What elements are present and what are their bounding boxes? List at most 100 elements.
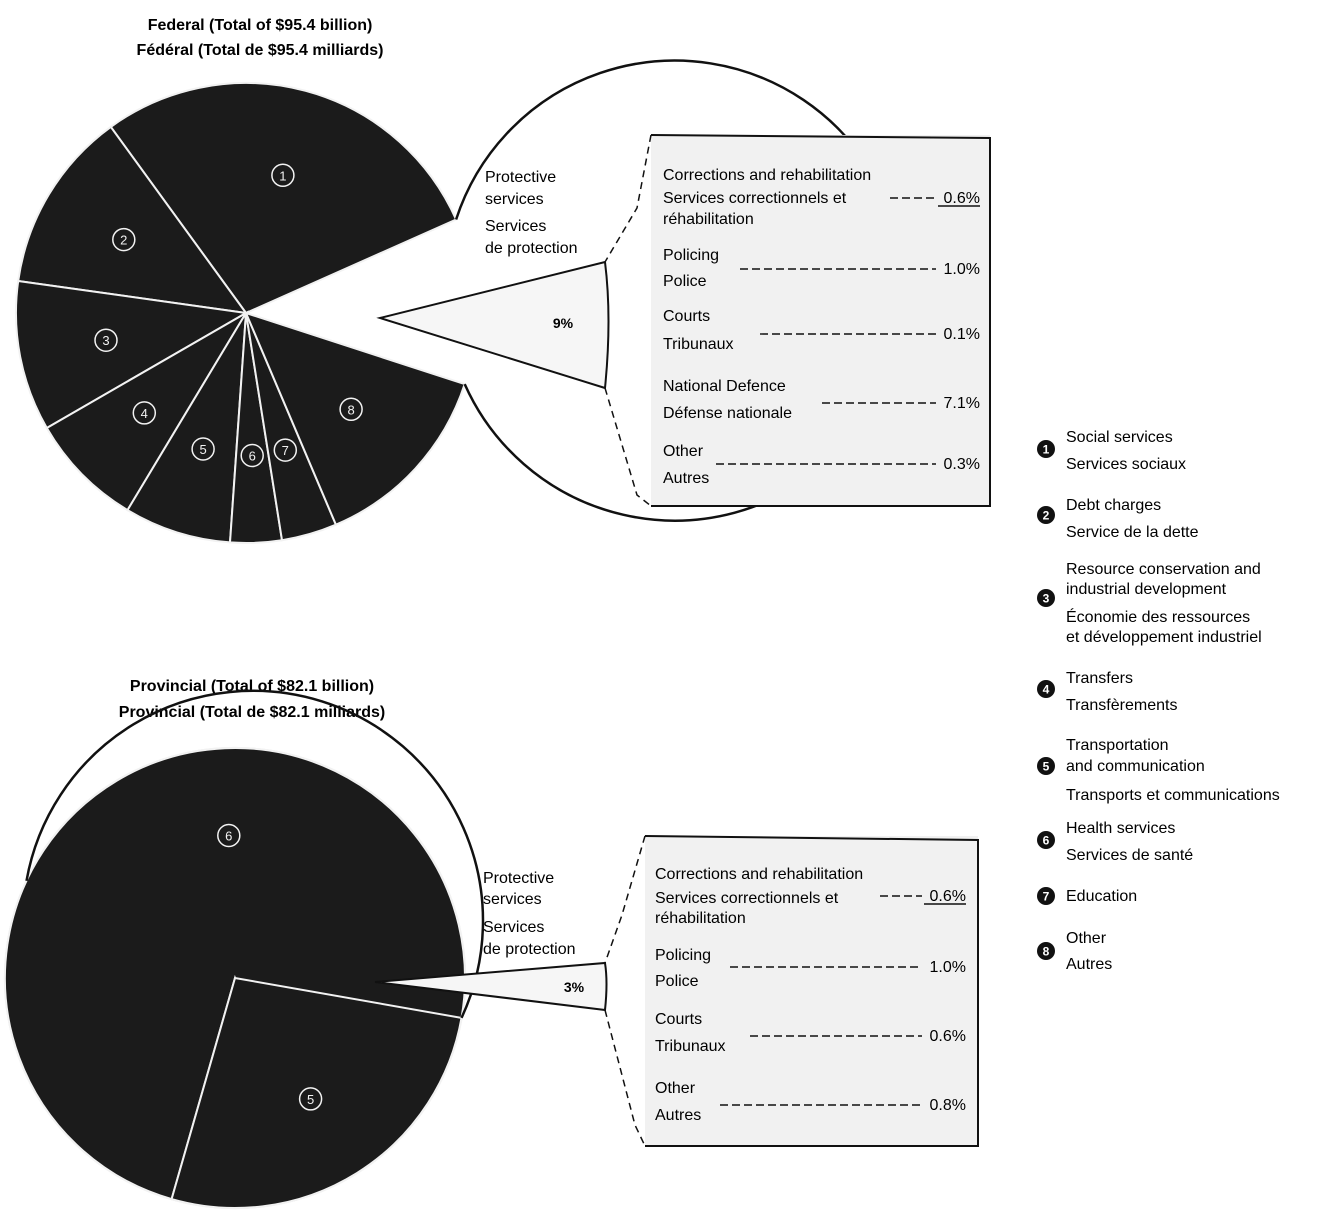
slice-number-label: 6: [249, 449, 256, 464]
breakdown-box-border: [650, 134, 991, 507]
exploded-slice-label: Protective: [485, 169, 556, 186]
breakdown-leader-top: [604, 134, 652, 263]
breakdown-item-label: Corrections and rehabilitation: [663, 167, 871, 184]
legend-item-8-line: Autres: [1066, 956, 1112, 973]
breakdown-item-value: 0.6%: [930, 888, 966, 905]
breakdown-item-label: Policing: [663, 247, 719, 264]
slice-number-label: 5: [307, 1092, 314, 1107]
breakdown-box-bg: [651, 135, 990, 506]
breakdown-leader-bottom: [604, 387, 652, 507]
breakdown-item-label-fr: réhabilitation: [663, 211, 754, 228]
breakdown-item-label: Corrections and rehabilitation: [655, 866, 863, 883]
breakdown-box-border: [644, 835, 979, 1147]
legend-marker-5: [1037, 757, 1055, 775]
federal-chart-subtitle: Fédéral (Total de $95.4 milliards): [137, 42, 384, 59]
breakdown-item-value: 0.6%: [930, 1028, 966, 1045]
slice-number-label: 7: [282, 443, 289, 458]
breakdown-item-label: Courts: [663, 308, 710, 325]
slice-number-marker: [217, 823, 241, 848]
breakdown-item-label: Courts: [655, 1011, 702, 1028]
legend-marker-number: 4: [1043, 683, 1050, 697]
slice-number-marker: [240, 443, 264, 468]
breakdown-item-value: 1.0%: [944, 261, 980, 278]
breakdown-item-label: National Defence: [663, 378, 786, 395]
exploded-slice-value: 9%: [553, 315, 574, 331]
exploded-slice-label: Services: [483, 919, 544, 936]
legend-item-3-line: industrial development: [1066, 581, 1227, 598]
slice-number-label: 3: [102, 333, 109, 348]
breakdown-item-value: 7.1%: [944, 395, 980, 412]
legend-marker-number: 1: [1043, 443, 1050, 457]
breakdown-item-label: Other: [663, 443, 704, 460]
breakdown-leader-top: [604, 835, 646, 964]
legend-item-8-line: Other: [1066, 930, 1107, 947]
slice-number-label: 2: [120, 233, 127, 248]
slice-number-label: 6: [225, 829, 232, 844]
legend-marker-number: 2: [1043, 509, 1050, 523]
exploded-slice-label: services: [485, 191, 544, 208]
provincial-chart-subtitle: Provincial (Total de $82.1 milliards): [119, 704, 385, 721]
breakdown-item-label-fr: Autres: [655, 1107, 701, 1124]
breakdown-item-label-fr: Autres: [663, 470, 709, 487]
pie-slice-federal-1: [109, 82, 458, 315]
legend-marker-number: 3: [1043, 592, 1050, 606]
breakdown-item-label-fr: Services correctionnels et: [663, 190, 847, 207]
exploded-slice-label: Services: [485, 218, 546, 235]
breakdown-box-bg: [645, 836, 978, 1146]
legend-marker-8: [1037, 942, 1055, 960]
legend-item-1-line: Social services: [1066, 429, 1173, 446]
legend-marker-7: [1037, 887, 1055, 905]
pie-slice-federal-2: [17, 125, 249, 315]
legend-item-5-line: Transports et communications: [1066, 787, 1280, 804]
slice-number-marker: [94, 328, 118, 352]
legend-marker-4: [1037, 680, 1055, 698]
breakdown-item-label-fr: Services correctionnels et: [655, 890, 839, 907]
breakdown-item-label-fr: Tribunaux: [655, 1038, 726, 1055]
legend-marker-number: 8: [1043, 945, 1050, 959]
breakdown-item-value: 0.6%: [944, 190, 980, 207]
legend-item-6-line: Health services: [1066, 820, 1175, 837]
exploded-slice-protective-services: [376, 260, 610, 390]
legend-item-2-line: Service de la dette: [1066, 524, 1199, 541]
legend-marker-number: 7: [1043, 890, 1050, 904]
breakdown-item-label: Other: [655, 1080, 696, 1097]
slice-number-label: 5: [199, 442, 206, 457]
slice-number-marker: [273, 438, 298, 462]
exploded-slice-label: de protection: [485, 240, 578, 257]
breakdown-item-label-fr: Police: [663, 273, 707, 290]
legend-item-7-line: Education: [1066, 888, 1137, 905]
breakdown-item-value: 0.8%: [930, 1097, 966, 1114]
breakdown-item-label-fr: réhabilitation: [655, 910, 746, 927]
slice-number-label: 1: [279, 168, 286, 183]
legend-marker-3: [1037, 589, 1055, 607]
legend-item-1-line: Services sociaux: [1066, 456, 1186, 473]
legend-item-3-line: Économie des ressources: [1066, 607, 1250, 626]
exploded-slice-label: de protection: [483, 941, 576, 958]
slice-number-marker: [191, 437, 215, 461]
legend-item-4-line: Transfèrements: [1066, 697, 1177, 714]
legend-marker-6: [1037, 831, 1055, 849]
exploded-slice-label: Protective: [483, 870, 554, 887]
slice-number-marker: [298, 1087, 323, 1111]
slice-number-label: 8: [347, 402, 354, 417]
breakdown-item-value: 0.1%: [944, 326, 980, 343]
slice-number-marker: [271, 163, 295, 188]
legend-item-6-line: Services de santé: [1066, 847, 1193, 864]
legend-item-2-line: Debt charges: [1066, 497, 1161, 514]
legend-item-3-line: Resource conservation and: [1066, 561, 1261, 578]
breakdown-item-label: Policing: [655, 947, 711, 964]
exploded-slice-value: 3%: [564, 979, 585, 995]
pie-slice-federal-5: [126, 312, 247, 544]
slice-number-marker: [132, 401, 157, 425]
legend-marker-number: 5: [1043, 760, 1050, 774]
legend-marker-1: [1037, 440, 1055, 458]
pie-outline: [25, 689, 485, 1019]
breakdown-item-label-fr: Défense nationale: [663, 405, 792, 422]
breakdown-leader-bottom: [604, 1009, 646, 1147]
legend-item-3-line: et développement industriel: [1066, 629, 1262, 646]
legend-item-4-line: Transfers: [1066, 670, 1133, 687]
exploded-slice-protective-services: [374, 961, 608, 1012]
pie-slice-federal-3: [14, 279, 250, 430]
